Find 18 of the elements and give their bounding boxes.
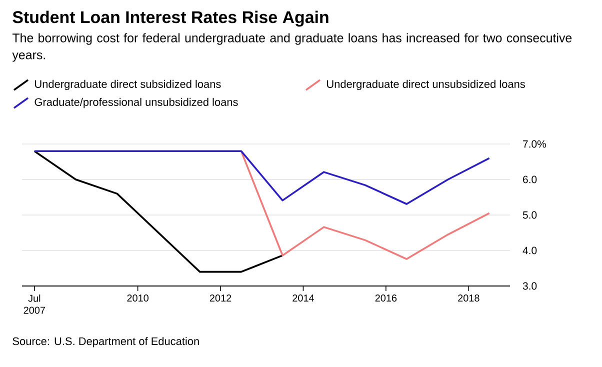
x-tick-label: 2010 — [127, 294, 148, 302]
y-tick-label: 4.0 — [522, 246, 537, 254]
x-tick-label: Jul 2007 — [24, 294, 45, 314]
legend-label: Undergraduate direct subsidized loans — [35, 80, 221, 90]
y-tick-label: 5.0 — [522, 211, 537, 219]
legend-label: Graduate/professional unsubsidized loans — [34, 98, 238, 108]
x-tick-label: 2014 — [292, 294, 314, 302]
line-series — [240, 150, 490, 260]
source-note: Source: U.S. Department of Education — [12, 337, 199, 348]
y-tick-label: 3.0 — [522, 282, 537, 290]
legend-label: Undergraduate direct unsubsidized loans — [327, 80, 525, 90]
chart-title: Student Loan Interest Rates Rise Again — [12, 10, 328, 27]
x-tick-label: 2018 — [458, 294, 480, 302]
y-tick-label: 6.0 — [523, 176, 537, 184]
x-tick-label: 2012 — [210, 294, 232, 302]
y-tick-label: 7.0% — [523, 140, 546, 148]
chart-subtitle: The borrowing cost for federal undergraduate and graduate loans has increased for two consecutive years. — [12, 33, 572, 62]
x-tick-label: 2016 — [375, 294, 397, 302]
